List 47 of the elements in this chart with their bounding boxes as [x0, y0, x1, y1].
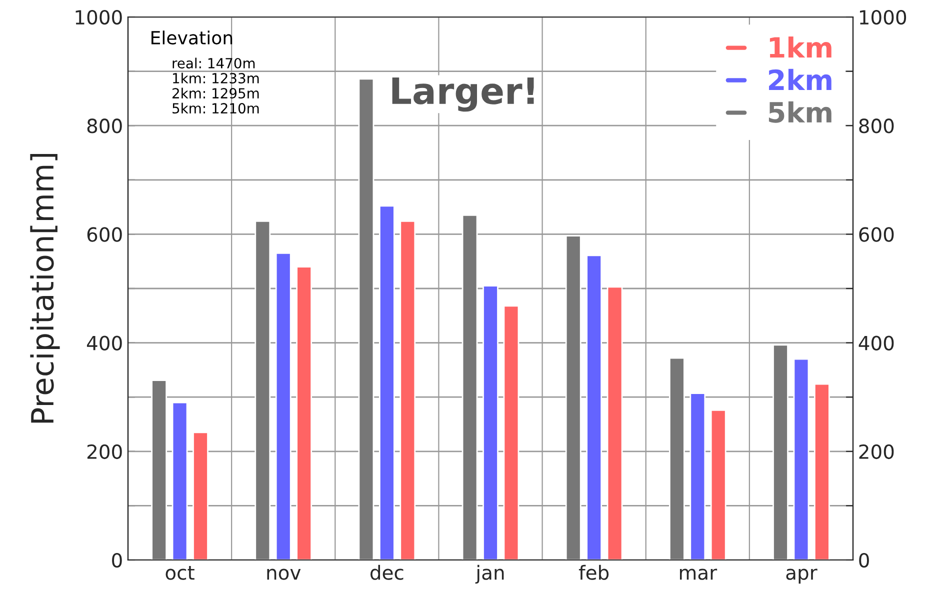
- y-tick-label: 400: [86, 336, 122, 350]
- x-tick-label: dec: [370, 564, 404, 580]
- annotation: Larger!: [392, 78, 534, 112]
- bar: [586, 254, 602, 560]
- legend-label: 5km: [768, 101, 832, 123]
- bar: [772, 344, 788, 560]
- x-tick-label: mar: [680, 568, 718, 580]
- y-tick-label: 1000: [76, 10, 122, 25]
- x-tick-label: nov: [267, 568, 301, 580]
- y-axis-title: Precipitation[mm]: [30, 154, 60, 423]
- bar: [565, 235, 582, 560]
- y2-tick-label: 600: [859, 227, 894, 242]
- x-tick-label: oct: [166, 566, 194, 580]
- bar: [358, 78, 374, 560]
- legend-label: 2km: [769, 68, 832, 90]
- legend-label: 1km: [770, 36, 832, 58]
- y-tick-label: 800: [87, 118, 122, 134]
- annotation: real: 1470m 1km: 1233m 2km: 1295m 5km: 1210m: [172, 58, 259, 114]
- bar: [503, 305, 520, 560]
- bar: [482, 285, 498, 560]
- bar: [296, 266, 312, 560]
- annotation: Elevation: [152, 30, 232, 45]
- y-tick-label: 0: [112, 552, 122, 568]
- bar: [793, 358, 810, 560]
- bar: [378, 205, 395, 560]
- y2-tick-label: 200: [859, 444, 894, 460]
- bar: [275, 252, 292, 560]
- bar: [814, 383, 830, 560]
- bar: [172, 402, 188, 560]
- x-tick-label: jan: [475, 564, 504, 584]
- bar: [710, 409, 726, 560]
- x-tick-label: feb: [578, 564, 609, 580]
- bar: [606, 286, 623, 560]
- y-tick-label: 200: [87, 444, 122, 460]
- bar: [400, 220, 416, 560]
- y-tick-label: 600: [87, 227, 122, 242]
- y2-tick-label: 800: [859, 118, 894, 134]
- bar: [151, 380, 168, 560]
- bar: [462, 214, 478, 560]
- y2-tick-label: 1000: [860, 10, 906, 25]
- bar: [668, 357, 685, 560]
- bar: [254, 220, 271, 560]
- y2-tick-label: 400: [858, 336, 894, 350]
- bar: [192, 432, 208, 560]
- y2-tick-label: 0: [859, 552, 869, 568]
- x-tick-label: apr: [786, 568, 818, 584]
- bar: [690, 392, 706, 560]
